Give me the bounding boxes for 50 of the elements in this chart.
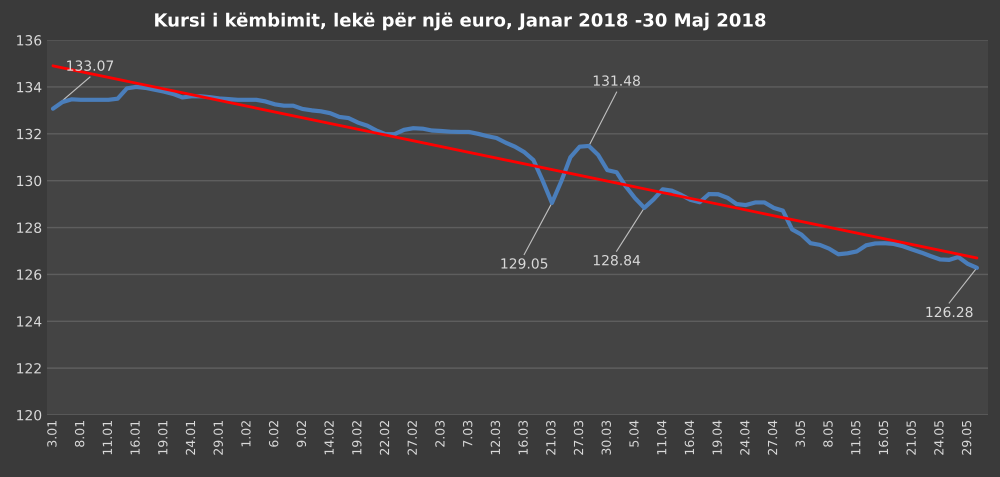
y-tick-label: 126 — [17, 269, 42, 280]
x-tick-label: 27.03 — [574, 420, 584, 455]
x-tick-label: 19.04 — [712, 420, 722, 454]
x-tick-label: 27.02 — [408, 421, 417, 455]
x-tick-label: 16.05 — [878, 420, 888, 454]
x-tick-label: 19.01 — [158, 421, 168, 454]
x-tick-label: 16.04 — [684, 420, 694, 454]
y-tick-label: 134 — [17, 82, 42, 92]
x-tick-label: 29.05 — [962, 420, 972, 455]
data-label: 126.28 — [926, 306, 973, 318]
x-tick-label: 27.04 — [768, 420, 778, 455]
y-tick-label: 124 — [17, 316, 42, 327]
y-tick-label: 130 — [17, 176, 42, 186]
x-tick-label: 8.05 — [823, 420, 833, 447]
y-tick-label: 136 — [17, 35, 42, 46]
y-tick-label: 132 — [17, 128, 41, 140]
data-label: 133.07 — [67, 60, 114, 71]
data-label: 131.48 — [594, 75, 640, 86]
y-tick-label: 128 — [17, 222, 42, 234]
x-tick-label: 24.01 — [186, 421, 196, 455]
x-tick-label: 14.02 — [324, 421, 334, 454]
x-tick-label: 16.01 — [130, 421, 140, 454]
x-tick-label: 7.03 — [462, 420, 472, 447]
x-tick-label: 3.01 — [47, 421, 57, 447]
x-tick-label: 11.04 — [656, 420, 666, 454]
x-tick-label: 11.01 — [102, 421, 112, 454]
data-label: 129.05 — [501, 258, 548, 269]
chart-title: Kursi i këmbimit, lekë për një euro, Janar 2018 -30 Maj 2018 — [155, 12, 766, 30]
y-tick-label: 120 — [17, 410, 42, 420]
x-tick-label: 2.03 — [435, 420, 445, 447]
x-tick-label: 6.02 — [268, 421, 278, 447]
x-tick-label: 29.01 — [213, 421, 223, 455]
x-tick-label: 16.03 — [518, 420, 528, 454]
x-tick-label: 22.02 — [380, 421, 390, 455]
x-tick-label: 30.03 — [602, 420, 611, 455]
x-tick-label: 9.02 — [296, 421, 306, 447]
x-tick-label: 11.05 — [850, 420, 860, 454]
x-tick-label: 21.03 — [546, 420, 556, 455]
x-tick-label: 24.04 — [740, 420, 750, 455]
x-tick-label: 1.02 — [241, 421, 251, 446]
x-tick-label: 12.03 — [490, 420, 500, 454]
line-series — [50, 84, 979, 270]
y-tick-label: 122 — [17, 363, 41, 374]
data-label: 128.84 — [594, 254, 640, 266]
x-tick-label: 8.01 — [74, 421, 84, 447]
x-tick-label: 3.05 — [796, 420, 805, 447]
x-tick-label: 5.04 — [629, 420, 639, 447]
x-tick-label: 19.02 — [352, 421, 362, 454]
x-tick-label: 24.05 — [934, 420, 944, 455]
x-tick-label: 21.05 — [906, 420, 916, 455]
